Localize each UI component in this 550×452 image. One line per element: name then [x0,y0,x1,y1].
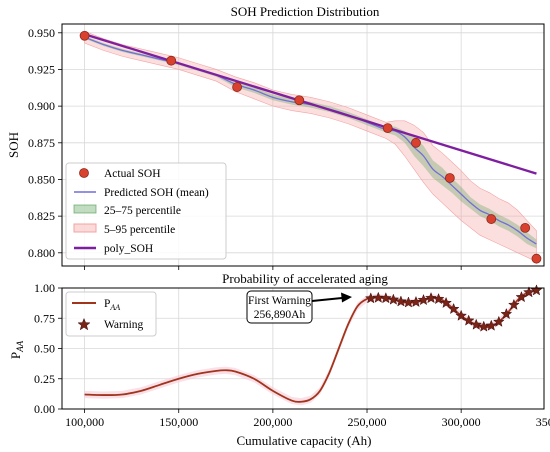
first-warning-line2: 256,890Ah [254,309,306,321]
paa-y-tick-label: 0.50 [34,342,55,356]
paa-y-tick-label: 0.75 [34,311,55,325]
soh-y-tick-label: 0.900 [28,99,55,113]
legend-paa-sub: AA [109,303,120,312]
paa-warning-star [523,286,535,298]
paa-y-ticks: 0.00 0.25 0.50 0.75 1.00 [34,281,62,416]
paa-warning-star [425,291,437,304]
paa-warning-star [485,319,498,331]
legend-warning-star-icon [77,317,91,331]
paa-x-tick-label: 250,000 [348,415,387,429]
paa-y-axis-label-main: P [8,352,23,359]
paa-warning-star [394,295,407,307]
paa-x-tick-label: 300,000 [442,415,481,429]
first-warning-arrow-line [311,297,343,302]
paa-x-tick-label: 150,000 [159,415,198,429]
paa-warning-markers [364,284,543,332]
soh-actual-point [166,55,177,66]
first-warning-box [246,290,313,324]
paa-warning-star [515,290,528,303]
paa-y-tick-label: 1.00 [34,281,55,295]
legend-band-5-95-swatch [73,223,97,233]
paa-warning-star [417,293,430,306]
legend-poly-label: poly_SOH [104,243,153,255]
paa-y-tick-label: 0.25 [34,372,55,386]
legend-band-25-75-swatch [73,204,97,214]
paa-x-tick-label: 200,000 [253,415,292,429]
paa-x-ticks: 100,000 150,000 200,000 250,000 300,000 350,0… [65,409,550,429]
paa-warning-star [500,307,513,320]
paa-warning-star [387,293,400,305]
soh-x-ticks [84,266,462,270]
soh-actual-point [232,82,243,92]
paa-y-tick-label: 0.00 [34,402,55,416]
paa-warning-star [462,314,475,326]
soh-poly-line [84,33,537,175]
paa-warning-star [447,302,460,315]
soh-actual-point [411,137,421,148]
paa-warning-star [455,309,468,321]
paa-warning-star [379,292,392,304]
legend-band-5-95-label: 5–95 percentile [104,224,175,236]
legend-paa-main: P [104,298,110,310]
paa-warning-star [507,298,520,310]
soh-y-tick-label: 0.925 [28,62,55,76]
soh-legend-box [65,162,227,260]
paa-band [84,288,537,406]
paa-warning-star [530,284,543,296]
soh-y-tick-label: 0.875 [28,136,55,150]
soh-poly-fit [84,33,537,175]
legend-paa-label: PAA [104,298,120,312]
soh-actual-point [294,95,305,106]
paa-y-axis-label: PAA [8,340,25,359]
soh-actual-point [531,253,542,264]
soh-actual-point [520,222,531,233]
legend-actual-marker [79,168,89,178]
paa-band-area [84,288,537,406]
paa-y-axis-label-sub: AA [15,340,25,352]
first-warning-annotation: First Warning 256,890Ah [246,290,352,324]
soh-chart-title: SOH Prediction Distribution [231,4,380,19]
paa-warning-star [410,295,422,308]
soh-actual-point [382,123,393,134]
soh-plot-frame [61,23,545,267]
legend-band-25-75-label: 25–75 percentile [104,205,181,217]
paa-x-axis-label: Cumulative capacity (Ah) [236,433,371,448]
paa-chart-title: Probability of accelerated aging [222,271,388,286]
soh-actual-points [79,30,542,264]
soh-y-ticks: 0.800 0.825 0.850 0.875 0.900 0.925 0.950 [28,26,62,260]
soh-y-tick-label: 0.825 [28,209,55,223]
soh-y-tick-label: 0.950 [28,26,55,40]
paa-legend: PAA Warning [65,291,157,337]
soh-actual-point [486,214,497,224]
soh-y-tick-label: 0.850 [28,172,55,186]
paa-x-tick-label: 100,000 [65,415,104,429]
paa-warning-star [440,296,453,309]
paa-x-tick-label: 350,000 [536,415,550,429]
first-warning-line1: First Warning [248,295,311,307]
legend-actual-label: Actual SOH [104,168,161,180]
legend-warning-label: Warning [104,319,144,331]
legend-predicted-label: Predicted SOH (mean) [104,187,209,199]
soh-actual-point [79,30,90,41]
soh-y-axis-label: SOH [6,132,21,158]
paa-warning-star [432,292,445,305]
soh-actual-point [444,173,455,183]
soh-legend: Actual SOH Predicted SOH (mean) 25–75 pe… [65,162,227,260]
soh-y-tick-label: 0.800 [28,246,55,260]
first-warning-arrow-head [341,292,352,303]
paa-warning-star [470,318,483,330]
paa-warning-star [372,291,385,303]
paa-warning-star [492,315,505,327]
